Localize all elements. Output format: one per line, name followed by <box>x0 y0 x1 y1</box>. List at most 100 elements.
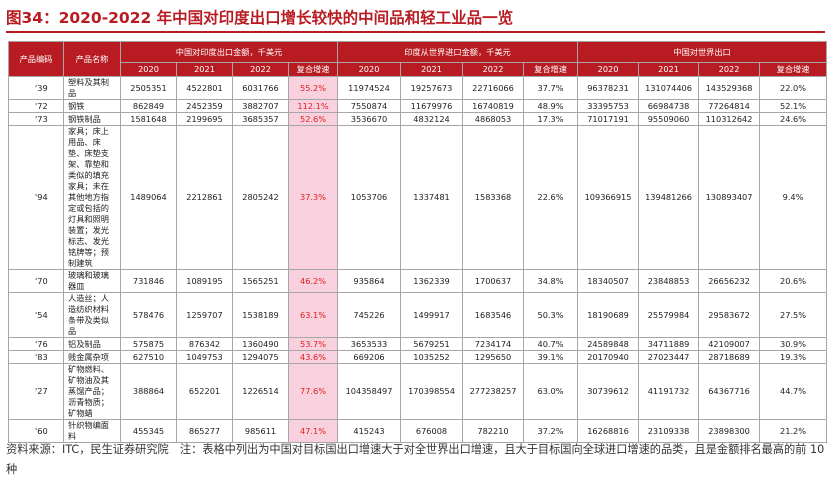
cn-to-india-value: 578476 <box>120 292 177 338</box>
cn-to-india-value: 3882707 <box>232 99 289 113</box>
india-from-world-cagr: 40.7% <box>523 337 579 351</box>
india-from-world-cagr: 37.2% <box>523 419 579 443</box>
table-row: '54 人造丝；人造纺织材料条带及类似品 578476 1259707 1538189 6… <box>8 292 828 338</box>
table-row: '70 玻璃和玻璃器皿 731846 1089195 1565251 46.2% 93586… <box>8 269 828 293</box>
cn-to-india-value: 1259707 <box>176 292 233 338</box>
india-from-world-value: 11974524 <box>337 76 402 100</box>
cn-to-world-value: 34711889 <box>638 337 700 351</box>
cn-to-india-value: 1049753 <box>176 350 233 364</box>
cn-to-world-value: 30739612 <box>577 363 640 420</box>
cn-to-world-value: 24589848 <box>577 337 640 351</box>
india-from-world-value: 1499917 <box>400 292 464 338</box>
cn-to-india-cagr: 52.6% <box>287 112 339 126</box>
india-from-world-value: 19257673 <box>400 76 464 100</box>
india-from-world-value: 104358497 <box>337 363 402 420</box>
header-group-india-world: 印度从世界进口金额，千美元 <box>337 41 579 63</box>
cn-to-world-value: 20170940 <box>577 350 640 364</box>
cn-to-india-cagr: 43.6% <box>287 350 339 364</box>
india-from-world-cagr: 50.3% <box>523 292 579 338</box>
cn-to-world-value: 23898300 <box>698 419 761 443</box>
india-from-world-value: 7550874 <box>337 99 402 113</box>
product-code: '60 <box>8 419 64 443</box>
cn-to-world-value: 131074406 <box>638 76 700 100</box>
table-row: '72 钢铁 862849 2452359 3882707 112.1% 7550874 11… <box>8 99 828 113</box>
cn-to-india-value: 1489064 <box>120 125 177 270</box>
product-code: '73 <box>8 112 64 126</box>
header-year: 2021 <box>638 62 700 77</box>
header-cagr: 复合增速 <box>759 62 828 77</box>
cn-to-world-value: 139481266 <box>638 125 700 270</box>
header-year: 2022 <box>462 62 525 77</box>
cn-to-india-cagr: 53.7% <box>287 337 339 351</box>
cn-to-world-value: 18340507 <box>577 269 640 293</box>
india-from-world-value: 7234174 <box>462 337 525 351</box>
cn-to-india-cagr: 47.1% <box>287 419 339 443</box>
india-from-world-cagr: 63.0% <box>523 363 579 420</box>
table-row: '76 铝及制品 575875 876342 1360490 53.7% 3653533 56… <box>8 337 828 351</box>
india-from-world-cagr: 17.3% <box>523 112 579 126</box>
cn-to-world-cagr: 22.0% <box>759 76 828 100</box>
footnote: 资料来源：ITC，民生证券研究院 注：表格中列出为中国对目标国出口增速大于对全世… <box>6 443 825 476</box>
header-code: 产品编码 <box>8 41 64 77</box>
product-name: 铝及制品 <box>63 337 121 351</box>
india-from-world-value: 4868053 <box>462 112 525 126</box>
cn-to-world-value: 16268816 <box>577 419 640 443</box>
product-name: 家具；床上用品、床垫、床垫支架、靠垫和类似的填充家具；未在其他地方指定或包括的灯… <box>63 125 121 270</box>
india-from-world-value: 11679976 <box>400 99 464 113</box>
header-cagr: 复合增速 <box>287 62 339 77</box>
cn-to-india-value: 652201 <box>176 363 233 420</box>
india-from-world-value: 745226 <box>337 292 402 338</box>
product-name: 玻璃和玻璃器皿 <box>63 269 121 293</box>
india-from-world-cagr: 37.7% <box>523 76 579 100</box>
cn-to-world-value: 110312642 <box>698 112 761 126</box>
cn-to-world-value: 33395753 <box>577 99 640 113</box>
cn-to-world-value: 41191732 <box>638 363 700 420</box>
cn-to-india-value: 862849 <box>120 99 177 113</box>
product-code: '27 <box>8 363 64 420</box>
cn-to-world-cagr: 21.2% <box>759 419 828 443</box>
table-row: '83 贱金属杂项 627510 1049753 1294075 43.6% 669206 1… <box>8 350 828 364</box>
cn-to-india-value: 1538189 <box>232 292 289 338</box>
cn-to-india-value: 2805242 <box>232 125 289 270</box>
product-code: '54 <box>8 292 64 338</box>
cn-to-india-value: 2505351 <box>120 76 177 100</box>
product-name: 矿物燃料、矿物油及其蒸馏产品；沥青物质；矿物蜡 <box>63 363 121 420</box>
india-from-world-value: 3653533 <box>337 337 402 351</box>
cn-to-india-value: 985611 <box>232 419 289 443</box>
cn-to-world-value: 23109338 <box>638 419 700 443</box>
india-from-world-value: 935864 <box>337 269 402 293</box>
india-from-world-value: 676008 <box>400 419 464 443</box>
cn-to-india-value: 1565251 <box>232 269 289 293</box>
header-row-2: 2020 2021 2022 复合增速 2020 2021 2022 复合增速 … <box>9 62 828 77</box>
cn-to-india-cagr: 112.1% <box>287 99 339 113</box>
india-from-world-value: 1035252 <box>400 350 464 364</box>
table-row: '73 钢铁制品 1581648 2199695 3685357 52.6% 3536670… <box>8 112 828 126</box>
product-name: 贱金属杂项 <box>63 350 121 364</box>
cn-to-world-cagr: 30.9% <box>759 337 828 351</box>
india-from-world-value: 1362339 <box>400 269 464 293</box>
cn-to-india-value: 1294075 <box>232 350 289 364</box>
product-code: '70 <box>8 269 64 293</box>
cn-to-india-cagr: 55.2% <box>287 76 339 100</box>
india-from-world-cagr: 48.9% <box>523 99 579 113</box>
cn-to-india-value: 2452359 <box>176 99 233 113</box>
cn-to-india-value: 575875 <box>120 337 177 351</box>
cn-to-india-value: 2199695 <box>176 112 233 126</box>
cn-to-india-value: 3685357 <box>232 112 289 126</box>
header-cagr: 复合增速 <box>523 62 579 77</box>
cn-to-india-cagr: 46.2% <box>287 269 339 293</box>
india-from-world-value: 1700637 <box>462 269 525 293</box>
product-code: '72 <box>8 99 64 113</box>
cn-to-world-value: 130893407 <box>698 125 761 270</box>
cn-to-india-value: 6031766 <box>232 76 289 100</box>
table-body: 产品编码 产品名称 中国对印度出口金额，千美元 印度从世界进口金额，千美元 中国… <box>8 41 828 443</box>
product-name: 塑料及其制品 <box>63 76 121 100</box>
cn-to-world-cagr: 27.5% <box>759 292 828 338</box>
india-from-world-value: 16740819 <box>462 99 525 113</box>
india-from-world-value: 3536670 <box>337 112 402 126</box>
product-code: '83 <box>8 350 64 364</box>
cn-to-world-value: 23848853 <box>638 269 700 293</box>
cn-to-india-value: 731846 <box>120 269 177 293</box>
table-row: '94 家具；床上用品、床垫、床垫支架、靠垫和类似的填充家具；未在其他地方指定或包… <box>8 125 828 270</box>
cn-to-world-value: 96378231 <box>577 76 640 100</box>
